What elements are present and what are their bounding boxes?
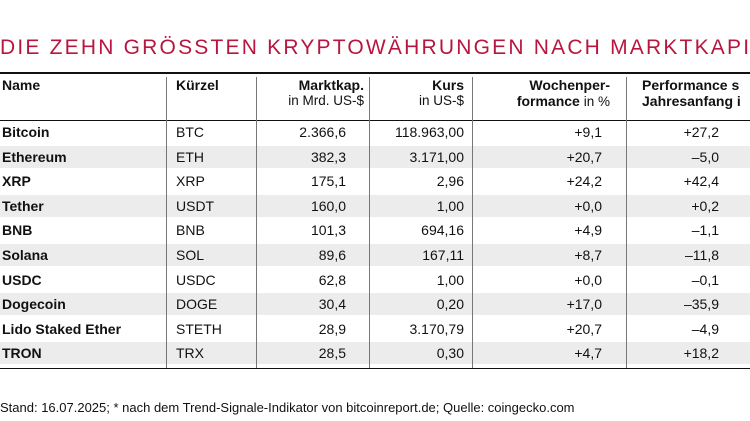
cell-price: 1,00	[436, 271, 464, 288]
cell-price: 694,16	[421, 222, 464, 239]
cell-cap: 101,3	[310, 222, 346, 239]
column-divider	[256, 77, 257, 368]
cell-symbol: BNB	[176, 222, 205, 239]
header-ytd-label-1: Performance s	[642, 77, 740, 93]
cell-price: 0,30	[436, 345, 464, 362]
header-ytd: Performance s Jahresanfang i	[642, 77, 750, 119]
cell-symbol: USDC	[176, 271, 216, 288]
table-row: Dogecoin DOGE 30,4 0,20 +17,0 –35,9	[0, 293, 750, 316]
cell-price: 3.171,00	[409, 148, 465, 165]
header-cap-label: Marktkap.	[298, 77, 364, 93]
cell-price: 167,11	[422, 247, 464, 263]
header-rule	[0, 120, 750, 121]
cell-symbol: TRX	[176, 345, 204, 362]
table-row: USDC USDC 62,8 1,00 +0,0 –0,1	[0, 269, 750, 291]
cell-week: +17,0	[566, 296, 602, 313]
cell-symbol: ETH	[176, 148, 204, 165]
table-row: Ethereum ETH 382,3 3.171,00 +20,7 –5,0	[0, 145, 750, 168]
cell-cap: 30,4	[318, 296, 346, 313]
cell-name: Dogecoin	[2, 296, 66, 313]
cell-ytd: +0,2	[691, 197, 719, 214]
cell-ytd: +42,4	[683, 173, 719, 190]
header-week-label-2: formance	[516, 93, 580, 109]
cell-symbol: USDT	[176, 197, 215, 214]
cell-price: 118.963,00	[394, 124, 464, 140]
header-price-unit: in US-$	[418, 93, 464, 108]
header-symbol: Kürzel	[176, 77, 256, 119]
cell-cap: 160,0	[310, 197, 346, 214]
table-row: XRP XRP 175,1 2,96 +24,2 +42,4	[0, 170, 750, 192]
header-name: Name	[2, 77, 162, 119]
cell-cap: 2.366,6	[299, 124, 346, 140]
header-name-label: Name	[2, 77, 41, 93]
cell-price: 2,96	[436, 173, 464, 190]
header-price-label: Kurs	[432, 77, 464, 93]
cell-ytd: –35,9	[683, 296, 719, 313]
cell-cap: 89,6	[318, 247, 346, 263]
cell-ytd: –4,9	[691, 320, 719, 337]
cell-price: 3.170,79	[409, 320, 465, 337]
cell-name: Solana	[2, 247, 48, 263]
header-cap: Marktkap. in Mrd. US-$	[262, 77, 364, 119]
table-row: Solana SOL 89,6 167,11 +8,7 –11,8	[0, 244, 750, 266]
cell-week: +24,2	[566, 173, 602, 190]
header-week: Wochenper- formance in %	[474, 77, 610, 119]
cell-symbol: XRP	[176, 173, 205, 190]
cell-name: BNB	[2, 222, 33, 239]
cell-price: 0,20	[436, 296, 464, 313]
cell-ytd: +18,2	[683, 345, 719, 362]
cell-week: +0,0	[574, 271, 602, 288]
cell-name: USDC	[2, 271, 42, 288]
cell-week: +4,7	[574, 345, 602, 362]
cell-symbol: STETH	[176, 320, 222, 337]
cell-cap: 175,1	[310, 173, 346, 190]
table-row: BNB BNB 101,3 694,16 +4,9 –1,1	[0, 219, 750, 241]
cell-ytd: +27,2	[683, 124, 719, 140]
cell-price: 1,00	[436, 197, 464, 214]
header-ytd-label-2: Jahresanfang i	[642, 93, 741, 109]
cell-cap: 382,3	[310, 148, 346, 165]
cell-cap: 28,9	[318, 320, 346, 337]
cell-symbol: SOL	[176, 247, 205, 263]
header-cap-unit: in Mrd. US-$	[288, 93, 364, 108]
column-divider	[166, 77, 167, 368]
table-title: DIE ZEHN GRÖSSTEN KRYPTOWÄHRUNGEN NACH M…	[0, 36, 750, 59]
header-week-label-1: Wochenper-	[529, 77, 610, 93]
table-row: TRON TRX 28,5 0,30 +4,7 +18,2	[0, 342, 750, 365]
cell-symbol: DOGE	[176, 296, 218, 313]
cell-name: XRP	[2, 173, 31, 190]
cell-week: +9,1	[574, 124, 602, 140]
cell-name: Lido Staked Ether	[2, 320, 122, 337]
cell-ytd: –0,1	[691, 271, 719, 288]
cell-week: +8,7	[574, 247, 602, 263]
header-week-unit: in %	[583, 94, 610, 109]
cell-week: +0,0	[574, 197, 602, 214]
cell-ytd: –11,8	[685, 247, 719, 263]
cell-name: Tether	[2, 197, 44, 214]
bottom-rule	[0, 368, 750, 369]
cell-name: Bitcoin	[2, 124, 50, 140]
source-note: Stand: 16.07.2025; * nach dem Trend-Sign…	[0, 400, 575, 415]
cell-name: Ethereum	[2, 148, 67, 165]
table-row: Tether USDT 160,0 1,00 +0,0 +0,2	[0, 194, 750, 217]
cell-ytd: –5,0	[691, 148, 719, 165]
cell-week: +4,9	[574, 222, 602, 239]
cell-week: +20,7	[566, 148, 602, 165]
column-divider	[369, 77, 370, 368]
column-divider	[626, 77, 627, 368]
top-rule	[0, 72, 750, 74]
cell-cap: 28,5	[318, 345, 346, 362]
header-symbol-label: Kürzel	[176, 77, 219, 93]
cell-week: +20,7	[566, 320, 602, 337]
column-divider	[472, 77, 473, 368]
cell-cap: 62,8	[318, 271, 346, 288]
table-row: Lido Staked Ether STETH 28,9 3.170,79 +20,7 –…	[0, 318, 750, 340]
cell-symbol: BTC	[176, 124, 204, 140]
cell-ytd: –1,1	[691, 222, 719, 239]
header-price: Kurs in US-$	[370, 77, 464, 119]
table-row: Bitcoin BTC 2.366,6 118.963,00 +9,1 +27,2	[0, 121, 750, 143]
cell-name: TRON	[2, 345, 42, 362]
